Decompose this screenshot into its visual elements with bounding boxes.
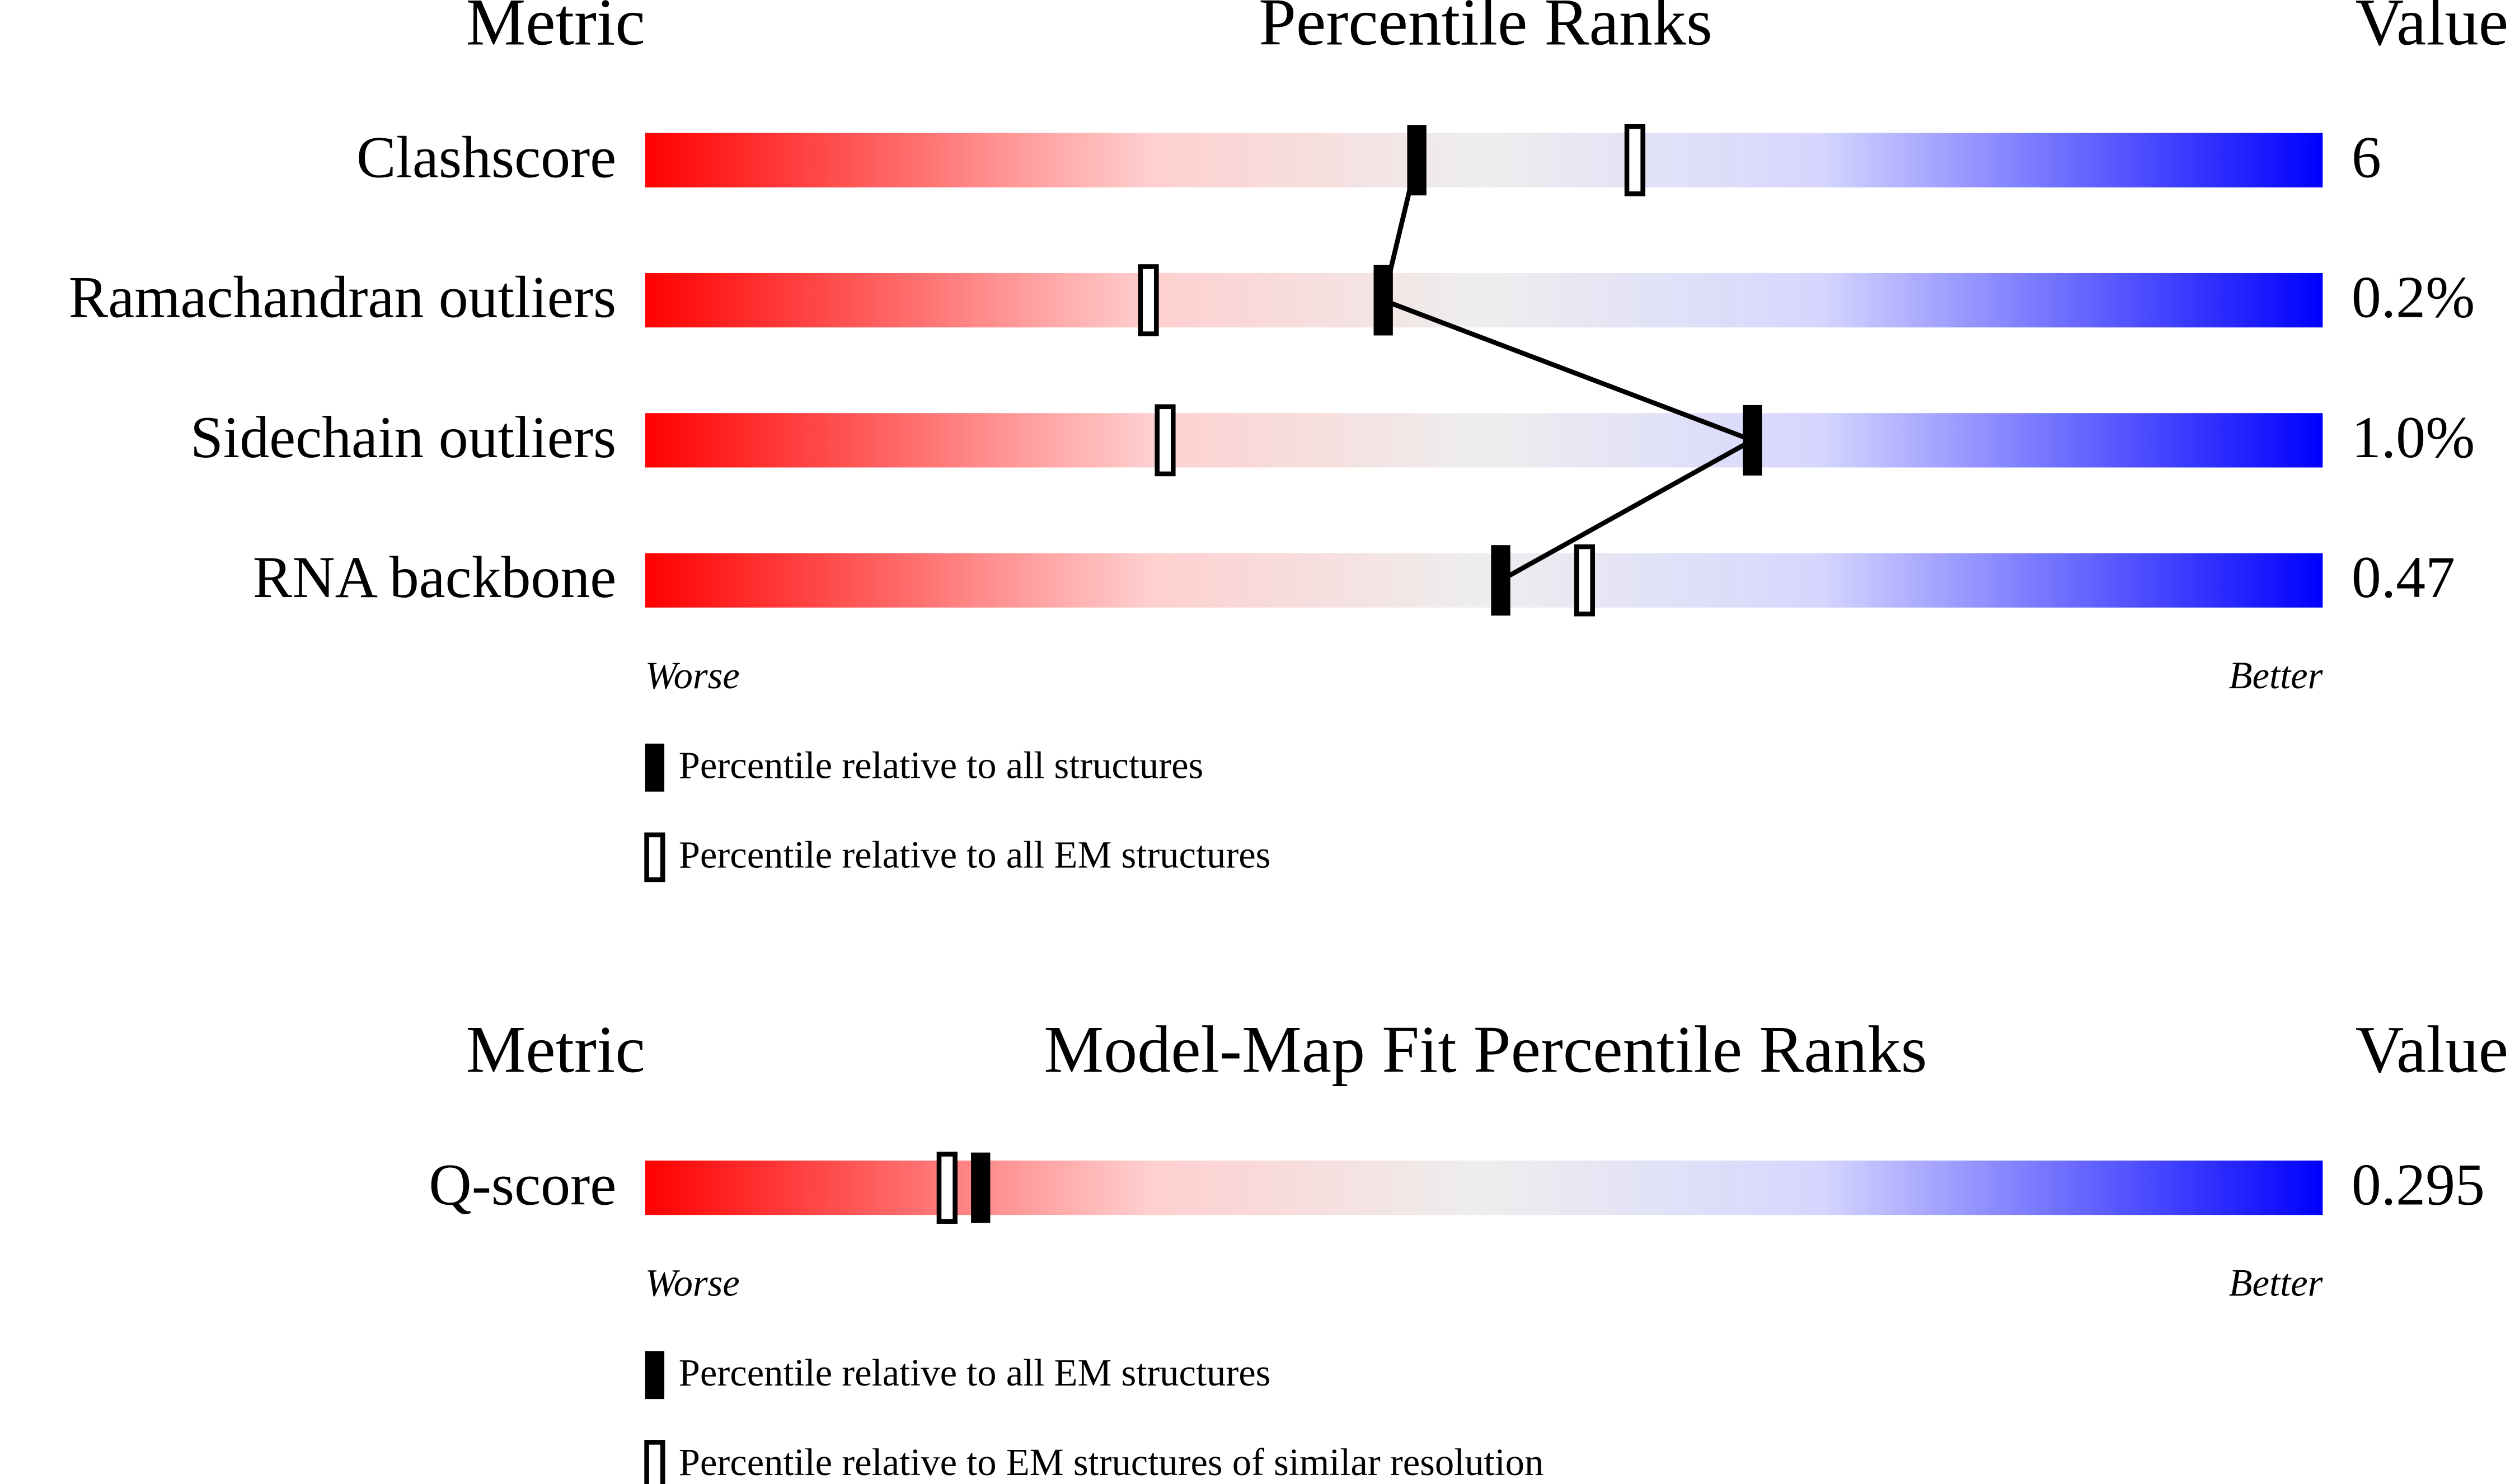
- legend-swatch: [644, 1440, 665, 1484]
- metric-value: 0.295: [2352, 1152, 2485, 1218]
- percentile-bar: [645, 553, 2323, 608]
- metric-value: 0.47: [2352, 544, 2455, 610]
- better-label: Better: [2229, 1262, 2323, 1304]
- marker-filled: [1373, 265, 1393, 336]
- connector-line: [1380, 159, 1758, 583]
- worse-label: Worse: [645, 1262, 740, 1304]
- marker-filled: [971, 1152, 991, 1223]
- metric-label: Ramachandran outliers: [69, 265, 617, 330]
- value-header: Value: [2356, 1012, 2509, 1087]
- marker-open: [1574, 544, 1595, 617]
- metric-value: 6: [2352, 124, 2381, 190]
- metric-value: 1.0%: [2352, 405, 2475, 470]
- metric-header: Metric: [466, 0, 645, 59]
- marker-filled: [1491, 545, 1510, 616]
- metric-label: Q-score: [429, 1152, 616, 1218]
- percentile-bar: [645, 273, 2323, 328]
- chart-title: Percentile Ranks: [1259, 0, 1713, 59]
- metric-value: 0.2%: [2352, 265, 2475, 330]
- legend-swatch: [645, 743, 665, 792]
- legend-label: Percentile relative to all EM structures: [679, 834, 1271, 876]
- marker-open: [1624, 124, 1645, 196]
- legend-swatch: [645, 1351, 665, 1400]
- metric-label: Sidechain outliers: [190, 405, 616, 470]
- better-label: Better: [2229, 654, 2323, 697]
- marker-filled: [1742, 405, 1762, 476]
- marker-open: [1155, 404, 1176, 477]
- metric-label: RNA backbone: [253, 544, 617, 610]
- legend-label: Percentile relative to all structures: [679, 744, 1204, 786]
- value-header: Value: [2356, 0, 2509, 59]
- chart-title: Model-Map Fit Percentile Ranks: [1044, 1012, 1927, 1087]
- percentile-bar: [645, 133, 2323, 187]
- marker-open: [936, 1152, 958, 1224]
- worse-label: Worse: [645, 654, 740, 697]
- marker-open: [1138, 264, 1159, 336]
- legend-swatch: [644, 832, 665, 882]
- percentile-bar: [645, 413, 2323, 468]
- legend-label: Percentile relative to all EM structures: [679, 1351, 1271, 1394]
- marker-filled: [1407, 125, 1427, 196]
- percentile-bar: [645, 1160, 2323, 1215]
- metric-header: Metric: [466, 1012, 645, 1087]
- metric-label: Clashscore: [356, 124, 616, 190]
- legend-label: Percentile relative to EM structures of …: [679, 1441, 1544, 1483]
